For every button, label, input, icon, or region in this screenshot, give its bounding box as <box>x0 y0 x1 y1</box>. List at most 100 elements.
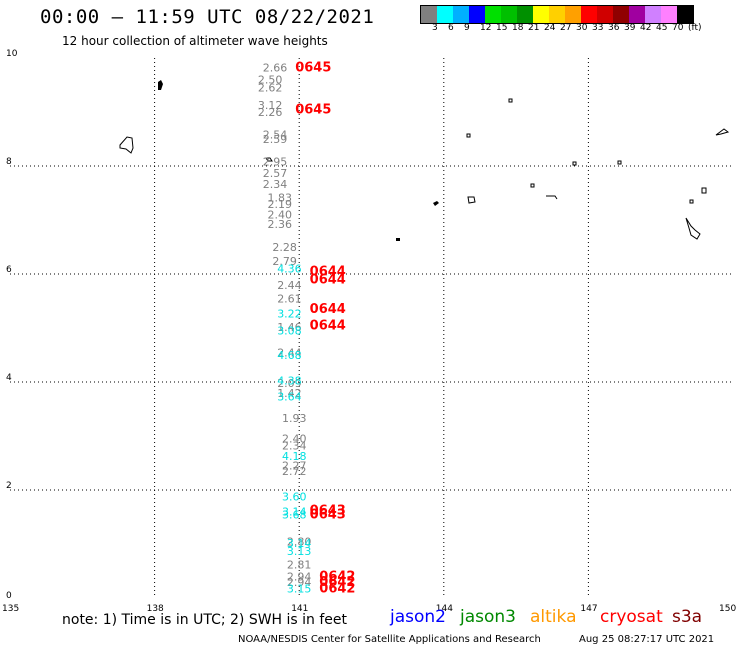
footer-note: note: 1) Time is in UTC; 2) SWH is in fe… <box>62 612 348 628</box>
data-label: 3.15 <box>287 582 312 595</box>
island <box>617 160 622 165</box>
data-label: 2.27 <box>282 460 307 473</box>
data-label: 3.14 <box>287 537 312 550</box>
data-label: 2.95 <box>263 156 288 169</box>
island <box>685 217 701 240</box>
chart-subtitle: 12 hour collection of altimeter wave hei… <box>62 34 328 48</box>
data-label: 2.34 <box>282 440 307 453</box>
color-swatch <box>613 6 629 23</box>
y-tick-label: 2 <box>6 481 12 491</box>
satellite-legend-item: s3a <box>672 607 703 627</box>
data-label: 0644 <box>310 302 346 317</box>
color-swatch <box>517 6 533 23</box>
satellite-legend-item: jason3 <box>460 607 516 627</box>
color-swatch <box>597 6 613 23</box>
color-swatch <box>533 6 549 23</box>
x-tick-label: 138 <box>147 604 164 614</box>
data-label: 3.14 <box>282 506 307 519</box>
island <box>433 201 439 206</box>
island <box>715 128 730 136</box>
island <box>572 161 577 166</box>
data-label: 3.68 <box>282 508 307 521</box>
data-label: 2.09 <box>277 377 302 390</box>
data-label: 2.66 <box>263 62 288 75</box>
island <box>466 133 471 138</box>
color-scale-label: 9 <box>464 23 470 33</box>
data-label: 2.40 <box>268 209 293 222</box>
color-swatch <box>549 6 565 23</box>
color-scale-legend <box>420 5 694 24</box>
data-label: 0643 <box>310 507 346 522</box>
color-swatch <box>501 6 517 23</box>
data-label: 2.79 <box>272 255 297 268</box>
color-scale-label: (ft) <box>688 23 702 33</box>
land-outlines <box>119 80 730 241</box>
data-label: 1.42 <box>277 387 302 400</box>
data-label: 3.12 <box>258 99 283 112</box>
data-label: 2.59 <box>263 133 288 146</box>
island <box>689 199 694 204</box>
color-swatch <box>437 6 453 23</box>
data-label: 0645 <box>295 61 331 76</box>
satellite-legend-item: cryosat <box>600 607 663 627</box>
color-swatch <box>661 6 677 23</box>
island <box>508 98 513 103</box>
chart-title: 00:00 – 11:59 UTC 08/22/2021 <box>40 6 375 28</box>
color-swatch <box>677 6 693 23</box>
color-swatch <box>453 6 469 23</box>
color-swatch <box>629 6 645 23</box>
data-label: 1.46 <box>277 321 302 334</box>
data-label: 1.83 <box>268 191 293 204</box>
color-swatch <box>469 6 485 23</box>
data-label: 0642 <box>319 575 355 590</box>
data-label: 2.36 <box>268 218 293 231</box>
color-swatch <box>581 6 597 23</box>
data-label: 2.57 <box>263 167 288 180</box>
color-swatch <box>485 6 501 23</box>
color-scale-label: 33 <box>592 23 604 33</box>
island <box>467 196 476 204</box>
data-label: 0642 <box>319 569 355 584</box>
data-label: 2.44 <box>277 279 302 292</box>
color-scale-label: 18 <box>512 23 524 33</box>
x-tick-label: 141 <box>291 604 308 614</box>
satellite-legend-item: altika <box>530 607 577 627</box>
color-scale-label: 30 <box>576 23 588 33</box>
data-label: 0644 <box>310 272 346 287</box>
data-label: 1.93 <box>282 412 307 425</box>
y-tick-label: 4 <box>6 373 12 383</box>
data-label: 0645 <box>295 102 331 117</box>
color-scale-label: 3 <box>432 23 438 33</box>
x-tick-label: 135 <box>2 604 19 614</box>
color-scale-label: 70 <box>672 23 684 33</box>
data-label: 2.40 <box>282 433 307 446</box>
data-label: 3.22 <box>277 307 302 320</box>
data-label: 2.62 <box>258 82 283 95</box>
grid-lines <box>10 58 733 598</box>
data-label: 3.13 <box>287 545 312 558</box>
island <box>701 187 707 194</box>
data-label: 4.38 <box>277 374 302 387</box>
data-label: 2.26 <box>258 106 283 119</box>
color-scale-label: 6 <box>448 23 454 33</box>
island <box>158 80 163 90</box>
data-label: 0643 <box>310 504 346 519</box>
color-scale-label: 45 <box>656 23 668 33</box>
color-scale-label: 42 <box>640 23 652 33</box>
data-label: 4.18 <box>282 450 307 463</box>
data-label: 2.61 <box>277 292 302 305</box>
data-label: 2.44 <box>277 346 302 359</box>
data-label: 0642 <box>319 581 355 596</box>
data-label: 2.28 <box>272 241 297 254</box>
color-scale-label: 12 <box>480 23 492 33</box>
island <box>265 157 273 162</box>
color-scale-label: 21 <box>528 23 540 33</box>
x-tick-label: 147 <box>580 604 597 614</box>
data-label: 3.60 <box>282 490 307 503</box>
color-scale-label: 36 <box>608 23 620 33</box>
data-label: 2.94 <box>287 576 312 589</box>
data-label: 2.19 <box>268 198 293 211</box>
data-label: 2.72 <box>282 465 307 478</box>
color-swatch <box>645 6 661 23</box>
